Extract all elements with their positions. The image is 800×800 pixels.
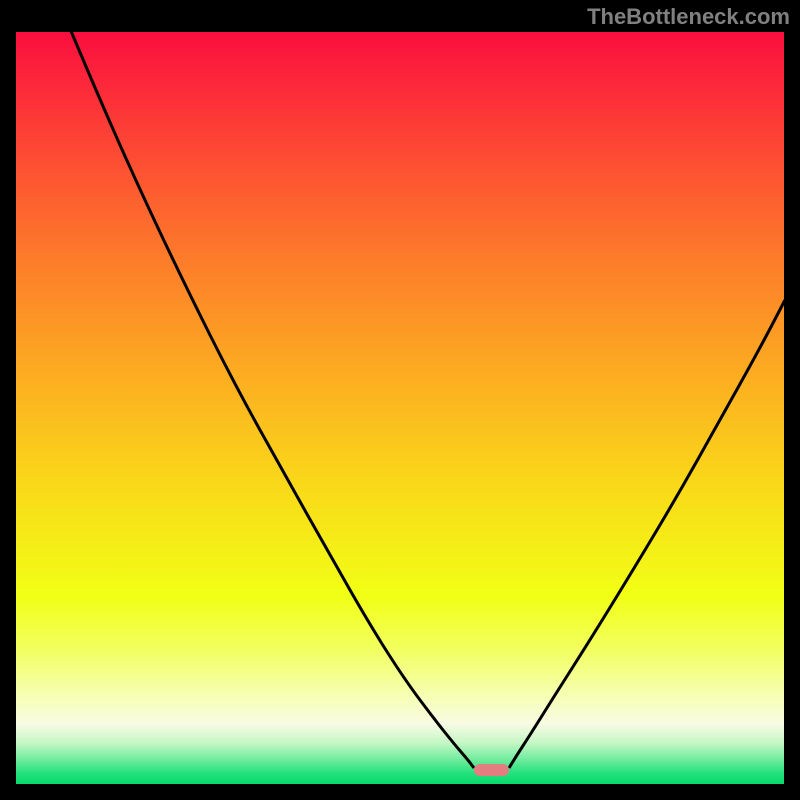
watermark-text: TheBottleneck.com [587, 4, 790, 30]
optimal-marker [474, 764, 509, 776]
bottleneck-chart: TheBottleneck.com [0, 0, 800, 800]
chart-svg [0, 0, 800, 800]
